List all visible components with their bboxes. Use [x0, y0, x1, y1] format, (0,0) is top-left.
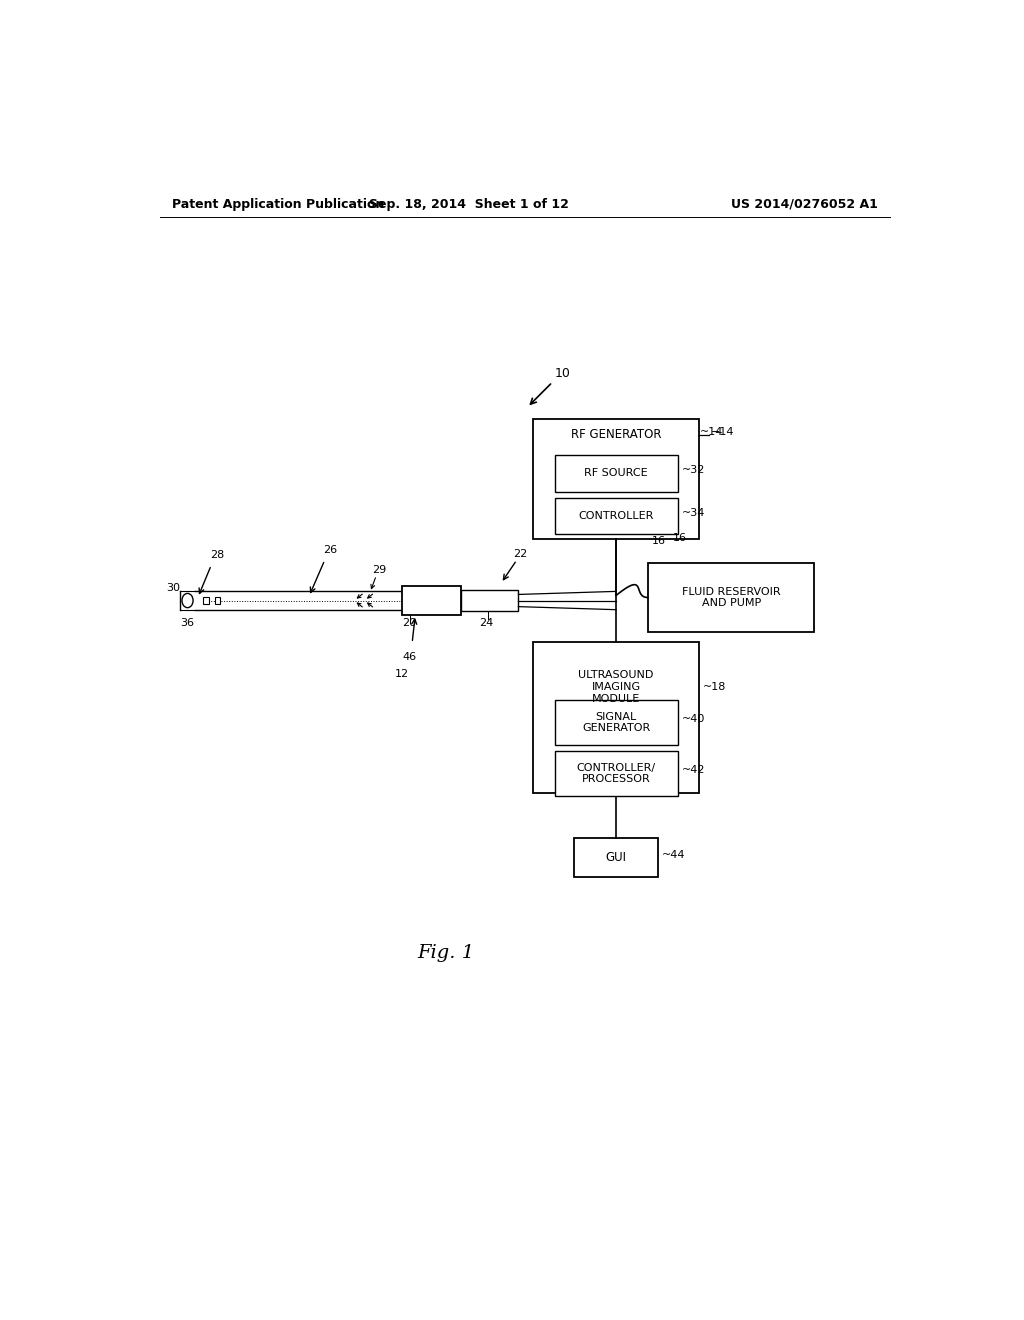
Text: ~44: ~44	[662, 850, 685, 859]
Text: 10: 10	[555, 367, 570, 380]
Text: 29: 29	[372, 565, 386, 576]
Text: ~14: ~14	[700, 426, 724, 437]
Text: ~34: ~34	[682, 508, 705, 519]
Text: CONTROLLER: CONTROLLER	[579, 511, 653, 521]
Text: GUI: GUI	[605, 851, 627, 865]
Text: Fig. 1: Fig. 1	[417, 944, 474, 962]
Text: RF SOURCE: RF SOURCE	[585, 469, 648, 478]
Text: 16: 16	[673, 532, 686, 543]
Text: 20: 20	[401, 618, 416, 628]
Text: 30: 30	[166, 583, 180, 593]
Text: ~18: ~18	[703, 682, 727, 692]
Text: Sep. 18, 2014  Sheet 1 of 12: Sep. 18, 2014 Sheet 1 of 12	[370, 198, 569, 211]
Bar	[203, 597, 209, 605]
Text: ULTRASOUND
IMAGING
MODULE: ULTRASOUND IMAGING MODULE	[579, 671, 653, 704]
Bar	[532, 643, 699, 792]
Text: 24: 24	[479, 618, 494, 628]
Text: FLUID RESERVOIR
AND PUMP: FLUID RESERVOIR AND PUMP	[682, 586, 780, 609]
Text: RF GENERATOR: RF GENERATOR	[570, 429, 662, 441]
Text: CONTROLLER/
PROCESSOR: CONTROLLER/ PROCESSOR	[577, 763, 655, 784]
Text: 12: 12	[394, 669, 409, 678]
Bar	[648, 562, 814, 632]
Text: 22: 22	[513, 549, 527, 558]
Bar	[215, 597, 220, 605]
Text: 46: 46	[402, 652, 417, 663]
Text: 26: 26	[324, 545, 338, 554]
Text: Patent Application Publication: Patent Application Publication	[172, 198, 384, 211]
Text: 28: 28	[211, 550, 225, 560]
Bar	[401, 586, 461, 615]
Text: 16: 16	[652, 536, 666, 545]
Text: ~40: ~40	[682, 714, 705, 725]
Text: ~32: ~32	[682, 466, 705, 475]
Text: 36: 36	[180, 618, 195, 628]
Text: US 2014/0276052 A1: US 2014/0276052 A1	[731, 198, 878, 211]
Bar	[461, 590, 518, 611]
Bar	[574, 838, 657, 876]
Bar	[555, 498, 678, 535]
Text: SIGNAL
GENERATOR: SIGNAL GENERATOR	[582, 711, 650, 734]
Text: ~42: ~42	[682, 766, 706, 775]
Bar	[532, 418, 699, 539]
Circle shape	[182, 594, 194, 607]
Text: −14: −14	[712, 426, 735, 437]
Bar	[555, 751, 678, 796]
Bar	[555, 455, 678, 492]
Bar	[555, 700, 678, 744]
